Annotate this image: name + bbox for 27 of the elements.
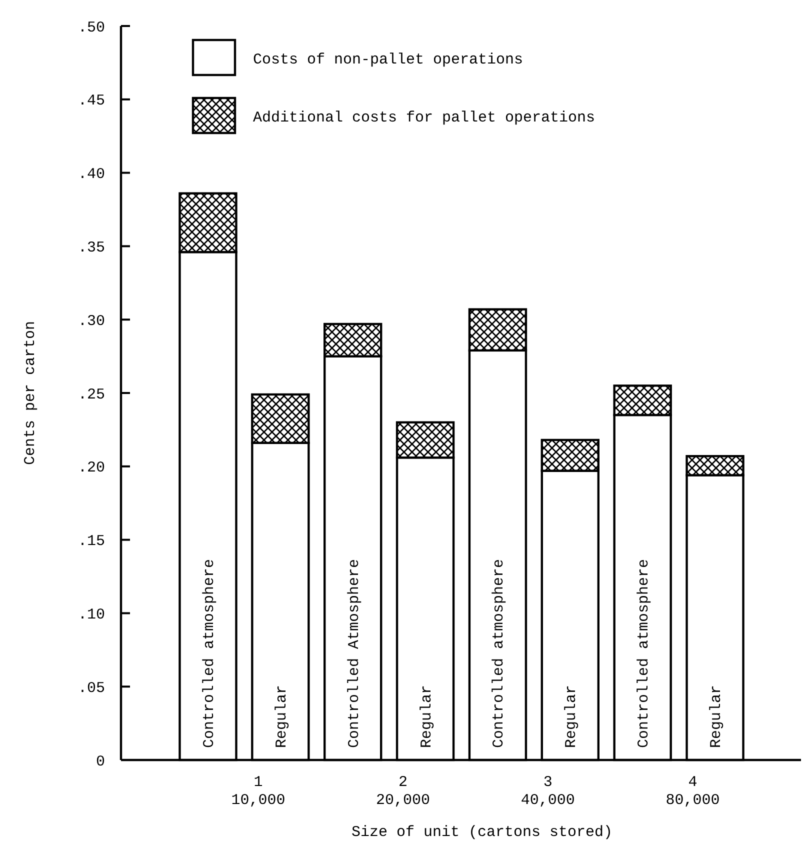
legend-label: Additional costs for pallet operations	[253, 109, 596, 126]
y-tick-label: .50	[78, 19, 105, 36]
text: 1 10,000	[231, 774, 286, 809]
text: 2 20,000	[376, 774, 430, 809]
x-tick-label: Controlled atmosphere	[636, 558, 653, 748]
y-tick-label: .15	[78, 533, 105, 550]
legend-label: Costs of non-pallet operations	[253, 51, 524, 68]
text: 4 80,000	[666, 774, 720, 809]
x-tick-label: Controlled atmosphere	[200, 558, 218, 748]
x-tick-label: Regular	[563, 684, 580, 748]
y-axis-title: Cents per carton	[22, 320, 39, 466]
y-tick-label: .10	[78, 606, 105, 624]
text: 3 40,000	[520, 774, 575, 809]
x-axis-title: Size of unit (cartons stored)	[351, 824, 613, 841]
x-tick-label: Regular	[708, 684, 726, 748]
y-tick-label: .30	[78, 312, 105, 330]
y-tick-label: .35	[78, 239, 105, 256]
y-tick-label: .40	[78, 166, 105, 184]
y-tick-label: .05	[78, 680, 105, 697]
y-tick-label: 0	[96, 753, 105, 770]
y-tick-label: .20	[78, 460, 105, 477]
y-tick-label: .45	[78, 92, 105, 110]
x-tick-label: Regular	[418, 684, 436, 748]
y-tick-label: .25	[78, 386, 105, 404]
x-tick-label: Controlled atmosphere	[490, 558, 508, 748]
x-tick-label: Regular	[273, 684, 290, 748]
x-tick-label: Controlled Atmosphere	[346, 558, 363, 748]
